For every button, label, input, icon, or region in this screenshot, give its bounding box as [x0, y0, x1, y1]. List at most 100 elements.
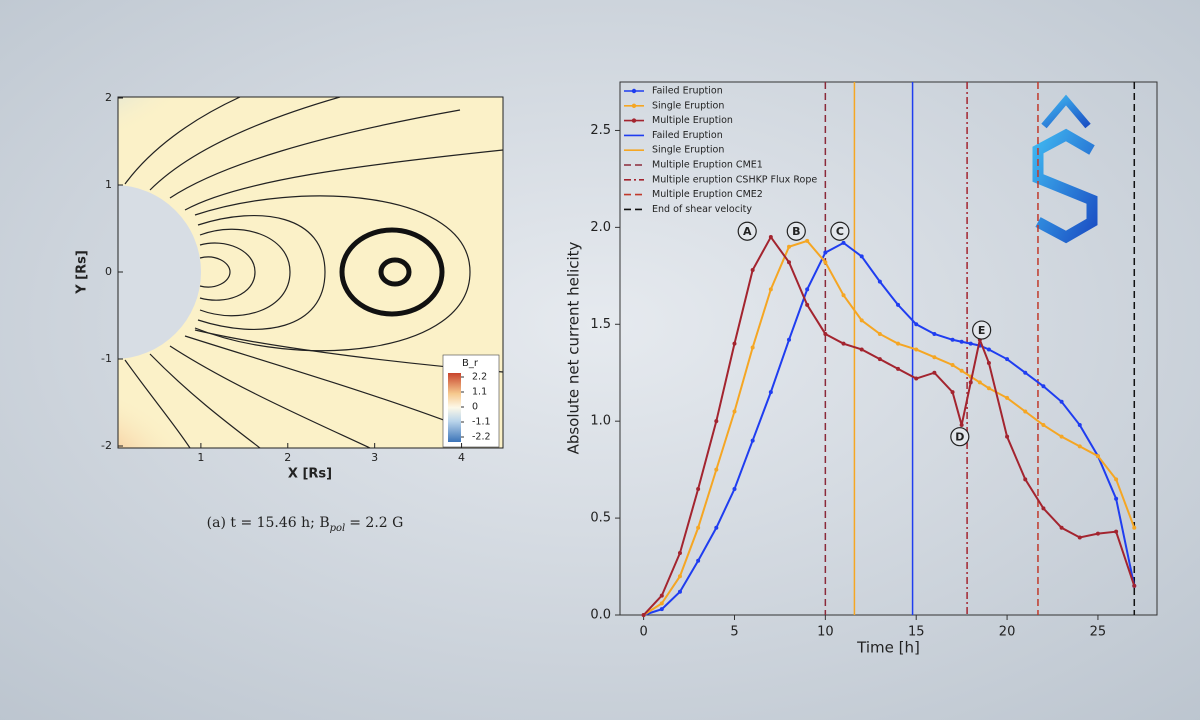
series-point	[841, 240, 846, 245]
caption-part: pol	[330, 523, 346, 534]
flux-rope	[339, 227, 445, 317]
series-point	[1059, 399, 1064, 404]
series-point	[914, 347, 919, 352]
legend-marker	[631, 118, 637, 123]
y-tick-label: 2	[105, 91, 112, 104]
series-point	[950, 362, 955, 367]
field-line	[184, 149, 503, 211]
legend-label: Failed Eruption	[652, 130, 723, 141]
series-point	[659, 593, 664, 598]
series-point	[1114, 529, 1119, 534]
field-line	[184, 335, 471, 431]
series-point	[696, 487, 701, 492]
series-point	[787, 337, 792, 342]
series-point	[1005, 395, 1010, 400]
legend-marker	[631, 103, 637, 109]
legend-label: Multiple eruption CSHKP Flux Rope	[652, 174, 817, 185]
series-point	[1023, 477, 1028, 482]
caption-part: = 2.2 G	[349, 515, 403, 531]
series-point	[932, 370, 937, 375]
y-tick-label: 0.0	[590, 608, 611, 623]
y-tick-label: -2	[101, 439, 112, 452]
x-tick-label: 10	[817, 625, 834, 640]
series-point	[950, 390, 955, 395]
annotation-label: A	[743, 225, 752, 238]
x-tick-label: 20	[999, 625, 1016, 640]
field-line	[124, 359, 191, 448]
x-tick-label: 5	[730, 625, 738, 640]
legend-label: End of shear velocity	[652, 204, 752, 215]
series-point	[896, 302, 901, 307]
series-point	[750, 268, 755, 273]
y-tick-label: 1	[105, 178, 112, 191]
series-point	[859, 318, 864, 323]
series-point	[959, 423, 964, 428]
field-line	[169, 345, 371, 448]
series-point	[659, 601, 664, 606]
legend-marker	[631, 88, 637, 94]
series-point	[896, 366, 901, 371]
series-point	[1041, 506, 1046, 511]
series-point	[805, 238, 810, 243]
annotation-circle	[950, 427, 970, 447]
field-line	[124, 97, 241, 185]
series-point	[986, 361, 991, 366]
caption-part: (a) t = 15.46 h; B	[207, 515, 330, 531]
annotation-circle	[786, 221, 806, 241]
series-point	[1077, 423, 1082, 428]
series-point	[1023, 409, 1028, 414]
series-point	[914, 376, 919, 381]
field-line	[199, 256, 231, 288]
x-tick-label: 2	[284, 451, 291, 464]
series-line	[643, 239, 1136, 616]
legend-label: Single Eruption	[652, 100, 724, 111]
series-point	[1005, 434, 1010, 439]
y-tick-label: 0.5	[590, 511, 611, 526]
legend-label: Failed Eruption	[652, 86, 723, 97]
field-plot	[118, 97, 503, 448]
annotation-label: E	[978, 324, 986, 337]
field-line	[199, 228, 291, 317]
series-point	[877, 357, 882, 362]
series-point	[859, 254, 864, 259]
flux-rope-core	[378, 257, 412, 287]
series-point	[950, 337, 955, 342]
field-line	[199, 242, 256, 301]
series-point	[859, 347, 864, 352]
y-tick-label: -1	[101, 352, 112, 365]
series-point	[959, 368, 964, 373]
series-point	[696, 525, 701, 530]
series-point	[823, 260, 828, 265]
sun-disk	[118, 185, 201, 359]
legend-label: Single Eruption	[652, 145, 724, 156]
series-point	[768, 235, 773, 240]
series-point	[823, 250, 828, 255]
y-tick-label: 2.5	[590, 123, 611, 138]
logo	[1032, 94, 1098, 244]
colorbar	[448, 373, 461, 442]
x-axis-title: Time [h]	[856, 639, 920, 657]
x-tick-label: 0	[639, 625, 647, 640]
series-point	[732, 409, 737, 414]
series-point	[787, 260, 792, 265]
series-point	[841, 341, 846, 346]
annotation-circle	[830, 221, 850, 241]
series-point	[959, 339, 964, 344]
series-point	[750, 438, 755, 443]
legend-label: Multiple Eruption CME2	[652, 189, 763, 200]
caption: (a) t = 15.46 h; Bpol = 2.2 G	[207, 515, 404, 534]
series-point	[1041, 423, 1046, 428]
series-point	[787, 244, 792, 249]
field-line	[197, 215, 326, 330]
series-point	[823, 331, 828, 336]
series-point	[1077, 535, 1082, 540]
series-point	[768, 287, 773, 292]
series-point	[1095, 454, 1100, 459]
colorbar-tick-label: -2.2	[472, 432, 491, 443]
x-tick-label: 1	[197, 451, 204, 464]
series-point	[714, 467, 719, 472]
y-axis-title: Y [Rs]	[75, 250, 90, 295]
series-point	[1023, 370, 1028, 375]
series-point	[1059, 525, 1064, 530]
x-axis-title: X [Rs]	[288, 467, 332, 482]
